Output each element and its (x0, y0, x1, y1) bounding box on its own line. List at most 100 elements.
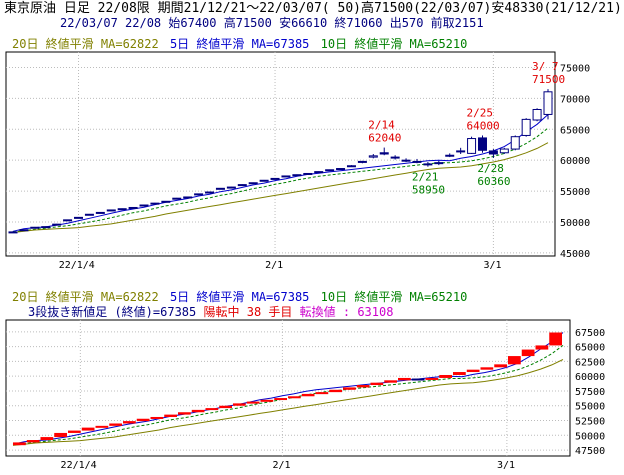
y-tick-label: 70000 (560, 94, 590, 105)
ma-line-ma5 (12, 332, 564, 445)
renko-brick (453, 372, 466, 375)
candle-body (84, 213, 94, 216)
renko-brick (535, 345, 549, 350)
renko-brick (521, 349, 535, 357)
candle-body (248, 182, 258, 185)
renko-brick (356, 385, 370, 388)
candle-body (128, 206, 138, 209)
y-tick-label: 47500 (575, 446, 605, 457)
candle-body (30, 226, 40, 229)
y-tick-label: 50000 (560, 218, 590, 229)
renko-brick (54, 432, 67, 438)
candle-body (74, 216, 84, 219)
candle-body (194, 193, 204, 196)
y-tick-label: 65000 (560, 125, 590, 136)
renko-brick (494, 364, 507, 368)
renko-brick (466, 369, 480, 373)
legend-ma10: 10日 終値平滑 MA=65210 (320, 37, 468, 51)
candle-body (215, 187, 225, 190)
x-tick-label: 22/1/4 (61, 460, 97, 471)
y-tick-label: 67500 (575, 328, 605, 339)
candle-body (95, 211, 105, 214)
renko-brick (315, 392, 329, 395)
candle-body (346, 165, 356, 168)
renko-label: 3段抜き新値足 (終値)=67385 (28, 305, 197, 319)
chart-header-title: 東京原油 日足 22/08限 期間21/12/21～22/03/07( 50)高… (4, 1, 622, 16)
annotation-value: 60360 (477, 175, 510, 188)
candle-body (303, 172, 313, 175)
renko-brick (40, 437, 54, 441)
candle-body (183, 196, 193, 199)
candle-body (412, 160, 422, 163)
candle-body (499, 148, 509, 154)
renko-brick (549, 332, 562, 346)
candle-body (292, 174, 302, 177)
x-tick-label: 2/1 (272, 460, 290, 471)
candle-body (259, 179, 269, 182)
renko-brick (508, 356, 521, 365)
renko-brick (288, 396, 301, 399)
renko-brick (370, 382, 384, 386)
annotation-value: 62040 (368, 132, 401, 145)
annotation-date: 2/25 (466, 106, 493, 119)
renko-brick (109, 423, 122, 426)
candle-body (379, 152, 389, 155)
renko-brick (219, 405, 232, 409)
renko-brick (164, 414, 177, 417)
y-tick-label: 45000 (560, 249, 590, 260)
renko-brick (343, 387, 356, 390)
renko-brick (398, 377, 411, 381)
candle-body (434, 162, 444, 165)
y-tick-label: 55000 (560, 187, 590, 198)
renko-brick (68, 430, 81, 433)
candle-body (63, 219, 73, 222)
candle-body (270, 177, 280, 180)
top-panel-frame (5, 51, 556, 257)
renko-brick (480, 367, 494, 370)
candle-body (325, 169, 335, 172)
candle-body (139, 204, 149, 207)
renko-brick (136, 418, 150, 422)
annotation-value: 64000 (466, 119, 499, 132)
y-tick-label: 55000 (575, 402, 605, 413)
renko-brick (274, 398, 287, 401)
candle-body (117, 208, 127, 211)
ma-line-ma5 (12, 114, 549, 232)
y-tick-label: 50000 (575, 431, 605, 442)
y-tick-label: 75000 (560, 63, 590, 74)
renko-brick (425, 377, 439, 380)
candle-body (467, 138, 477, 154)
candle-body (52, 223, 62, 226)
ma-line-ma10 (12, 344, 564, 446)
candle-body (314, 171, 324, 174)
candle-body (336, 168, 346, 171)
candle-body (161, 200, 171, 203)
renko-brick (123, 421, 136, 424)
bottom-legend: 20日 終値平滑 MA=62822 5日 終値平滑 MA=67385 10日 終… (12, 288, 471, 305)
renko-brick (260, 399, 274, 402)
candle-body (543, 91, 553, 115)
candle-body (445, 154, 455, 157)
candle-body (510, 136, 520, 150)
legend-ma20: 20日 終値平滑 MA=62822 (12, 37, 159, 51)
top-legend: 20日 終値平滑 MA=62822 5日 終値平滑 MA=67385 10日 終… (12, 35, 471, 52)
y-tick-label: 57500 (575, 387, 605, 398)
y-tick-label: 60000 (575, 372, 605, 383)
ma-line-ma20 (12, 359, 564, 446)
renko-brick (205, 408, 219, 411)
annotation-date: 3/ 7 (532, 60, 559, 73)
renko-brick (13, 442, 26, 446)
x-tick-label: 22/1/4 (59, 260, 95, 271)
candle-body (488, 150, 498, 155)
candle-body (150, 202, 160, 205)
legend-ma20-bottom: 20日 終値平滑 MA=62822 (12, 290, 159, 304)
annotation-date: 2/28 (477, 162, 504, 175)
renko-brick (81, 427, 95, 431)
y-tick-label: 60000 (560, 156, 590, 167)
annotation-date: 2/14 (368, 119, 395, 132)
ma-line-ma10 (12, 127, 549, 233)
renko-brick (178, 412, 191, 415)
candle-body (532, 108, 542, 121)
candle-body (368, 155, 378, 158)
